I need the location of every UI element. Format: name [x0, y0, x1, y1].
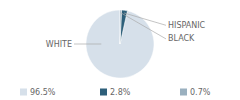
leader-line: [124, 13, 166, 25]
legend-label: 96.5%: [30, 88, 56, 97]
slice-label: BLACK: [168, 34, 195, 43]
legend-swatch: [20, 89, 27, 96]
legend: 96.5% 2.8% 0.7%: [20, 88, 211, 97]
leader-line: [74, 44, 101, 45]
legend-swatch: [100, 89, 107, 96]
pie-slice: [120, 10, 127, 44]
leader-line: [121, 13, 166, 39]
chart: WHITE HISPANIC BLACK 96.5% 2.8% 0.7%: [0, 0, 240, 100]
slice-label: WHITE: [46, 40, 72, 49]
legend-label: 0.7%: [190, 88, 211, 97]
legend-swatch: [180, 89, 187, 96]
pie-slice: [120, 10, 121, 44]
slice-label: HISPANIC: [168, 21, 206, 30]
legend-label: 2.8%: [110, 88, 131, 97]
